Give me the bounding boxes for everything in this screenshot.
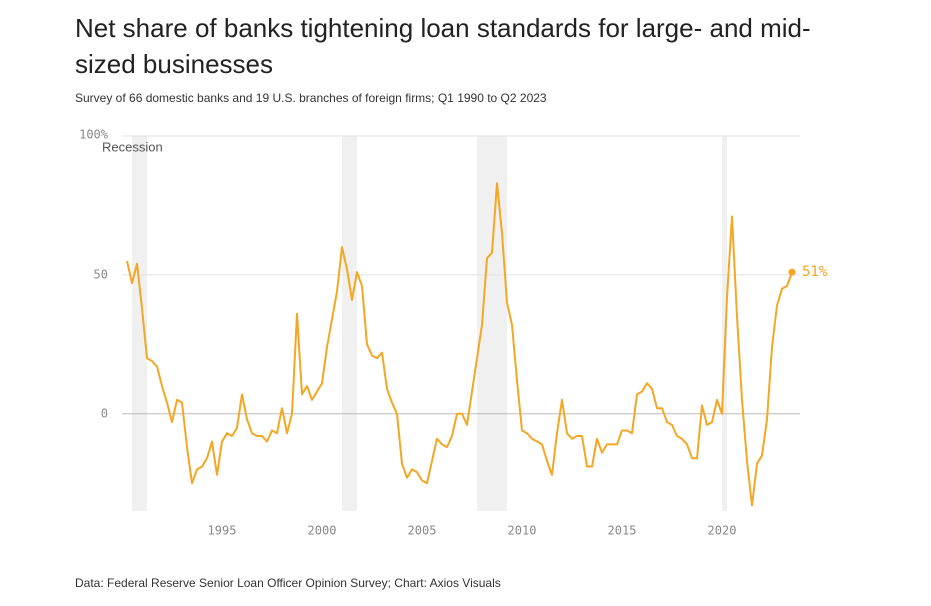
recession-band (722, 136, 727, 511)
chart-source: Data: Federal Reserve Senior Loan Office… (75, 576, 501, 590)
recession-band (132, 136, 147, 511)
chart-subtitle: Survey of 66 domestic banks and 19 U.S. … (75, 91, 547, 105)
y-tick-label: 50 (94, 267, 108, 281)
chart-title: Net share of banks tightening loan stand… (75, 13, 811, 79)
y-tick-label: 100% (79, 128, 109, 142)
x-tick-label: 2005 (408, 524, 437, 538)
x-tick-label: 2015 (608, 524, 637, 538)
x-tick-label: 1995 (208, 524, 237, 538)
x-tick-label: 2020 (708, 524, 737, 538)
end-dot (788, 268, 796, 276)
x-tick-label: 2010 (508, 524, 537, 538)
line (126, 182, 793, 507)
x-tick-label: 2000 (308, 524, 337, 538)
recession-label: Recession (102, 139, 163, 154)
y-tick-label: 0 (101, 406, 108, 420)
end-label: 51% (802, 264, 828, 280)
recession-band (342, 136, 357, 511)
